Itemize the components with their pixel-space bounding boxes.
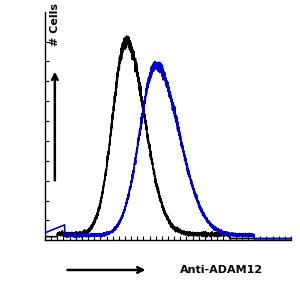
Text: # Cells: # Cells	[50, 3, 60, 46]
Text: Anti-ADAM12: Anti-ADAM12	[180, 265, 263, 275]
